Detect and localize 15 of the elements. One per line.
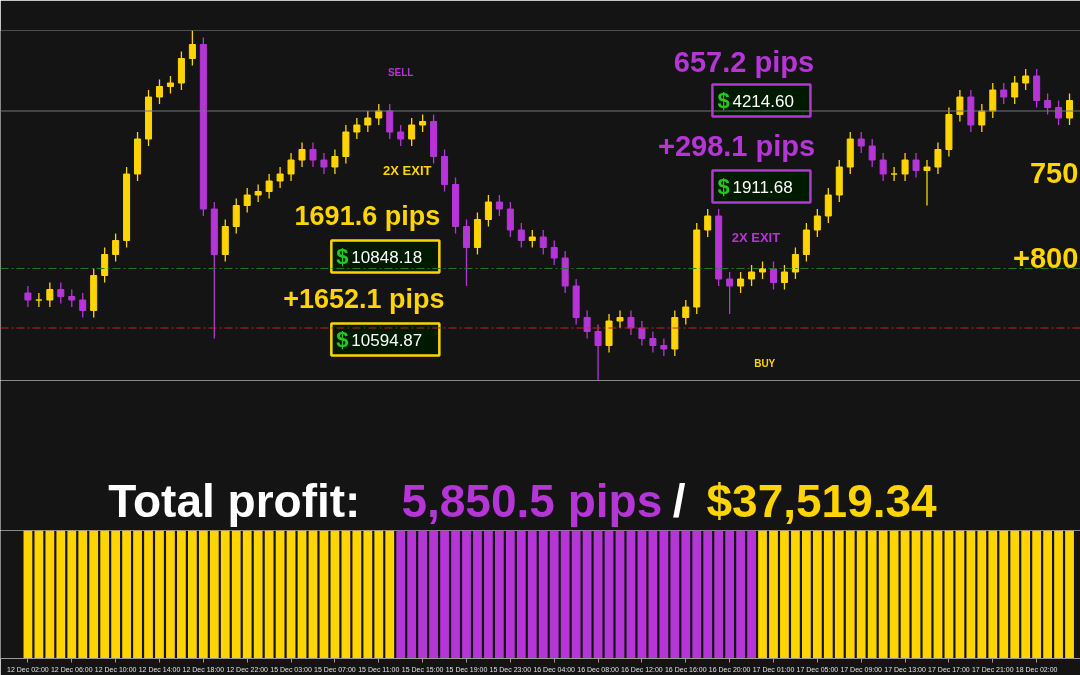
annotation: BUY: [754, 357, 776, 369]
annotation: $10594.87: [336, 327, 423, 353]
annotation: +1652.1 pips: [283, 283, 445, 314]
annotation: 2X EXIT: [731, 229, 781, 245]
annotation: $10848.18: [336, 244, 423, 270]
text: Total profit: 5,850.5 pips / $37,519.34: [108, 474, 938, 527]
annotation: SELL: [387, 67, 414, 78]
annotation: $1911.68: [717, 174, 793, 200]
annotation: 1691.6 pips: [294, 201, 441, 231]
annotation: +298.1 pips: [657, 129, 816, 162]
annotation: 2X EXIT: [383, 163, 432, 178]
annotation: +800: [1012, 241, 1079, 274]
annotation: 657.2 pips: [673, 46, 815, 79]
annotation: 750: [1029, 156, 1079, 189]
annotation: $4214.60: [717, 88, 794, 113]
